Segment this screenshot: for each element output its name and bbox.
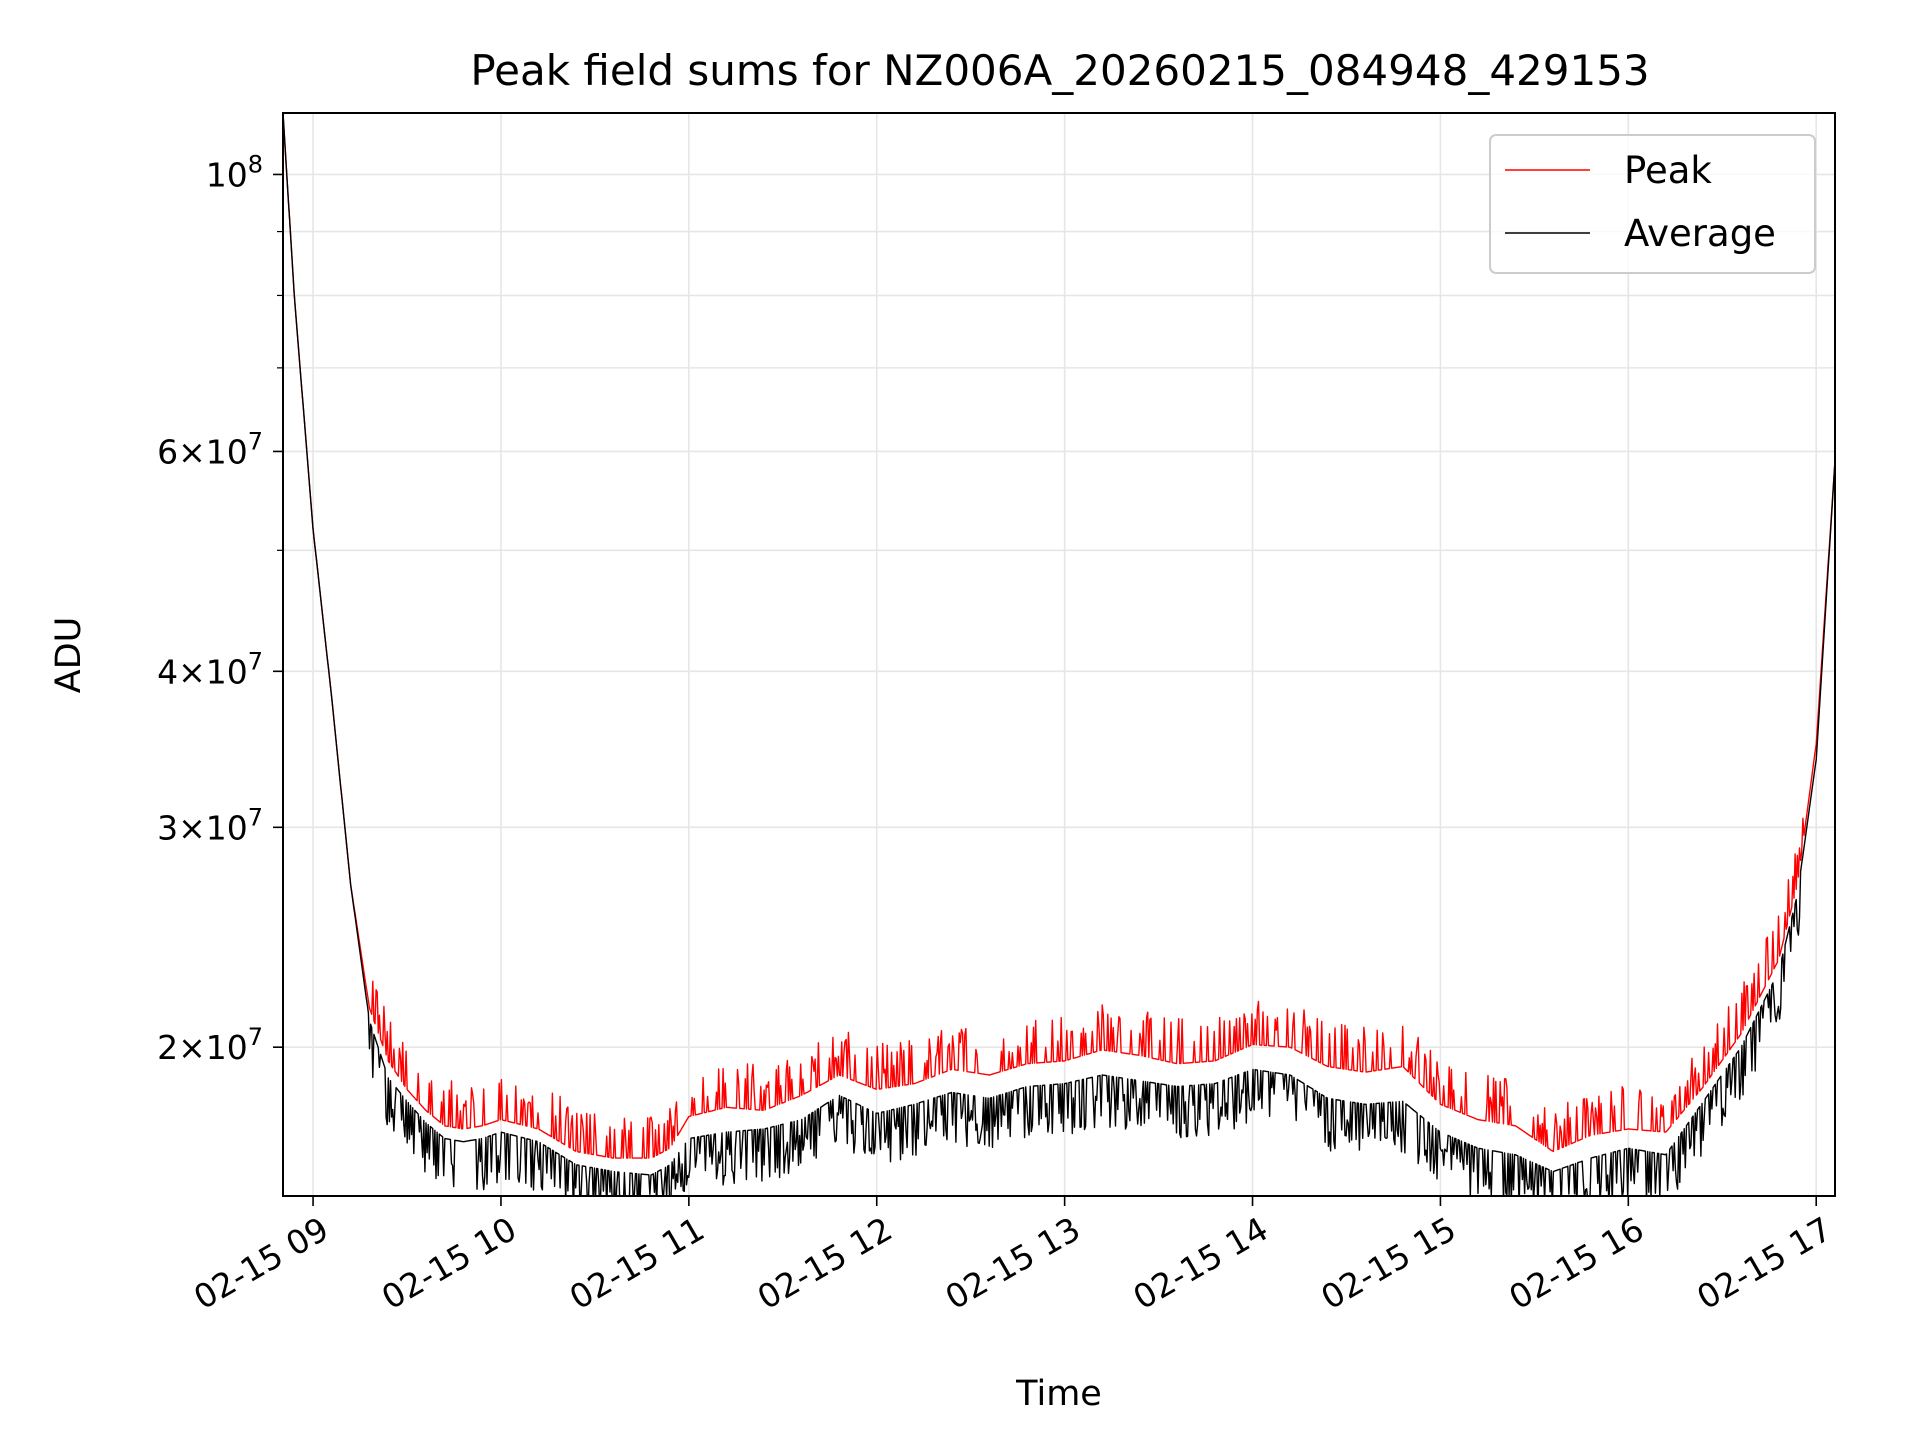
series-layer: [283, 113, 1835, 1196]
y-axis-label: ADU: [49, 617, 89, 694]
y-tick-mantissa: 6: [157, 432, 178, 471]
y-tick-mantissa: 4: [157, 652, 178, 691]
y-tick-base: 10: [206, 432, 248, 471]
y-tick-base: 10: [206, 652, 248, 691]
y-tick-label: 4×107: [157, 647, 263, 691]
legend-average-label: Average: [1624, 212, 1776, 255]
y-tick-exponent: 7: [248, 1023, 263, 1051]
y-tick-exponent: 7: [248, 803, 263, 831]
y-tick-base: 10: [206, 155, 248, 194]
y-tick-exponent: 7: [248, 647, 263, 675]
legend-peak-label: Peak: [1624, 149, 1712, 192]
average-series-line: [283, 113, 1835, 1196]
y-tick-exponent: 7: [248, 427, 263, 455]
y-tick-base: 10: [206, 1028, 248, 1067]
y-tick-mantissa: 2: [157, 1028, 178, 1067]
plot-frame: [282, 112, 1836, 1197]
y-tick-label: 2×107: [157, 1023, 263, 1067]
y-tick-label: 3×107: [157, 803, 263, 847]
y-tick-label: 6×107: [157, 427, 263, 471]
grid: [283, 113, 1835, 1196]
peak-series-line: [283, 113, 1835, 1159]
y-tick-exponent: 8: [248, 150, 263, 178]
y-tick-base: 10: [206, 808, 248, 847]
x-axis-label: Time: [1015, 1374, 1102, 1414]
chart-title: Peak field sums for NZ006A_20260215_0849…: [470, 46, 1649, 95]
legend: Peak Average: [1489, 134, 1816, 274]
y-tick-label: 108: [206, 150, 263, 194]
y-tick-mantissa: 3: [157, 808, 178, 847]
